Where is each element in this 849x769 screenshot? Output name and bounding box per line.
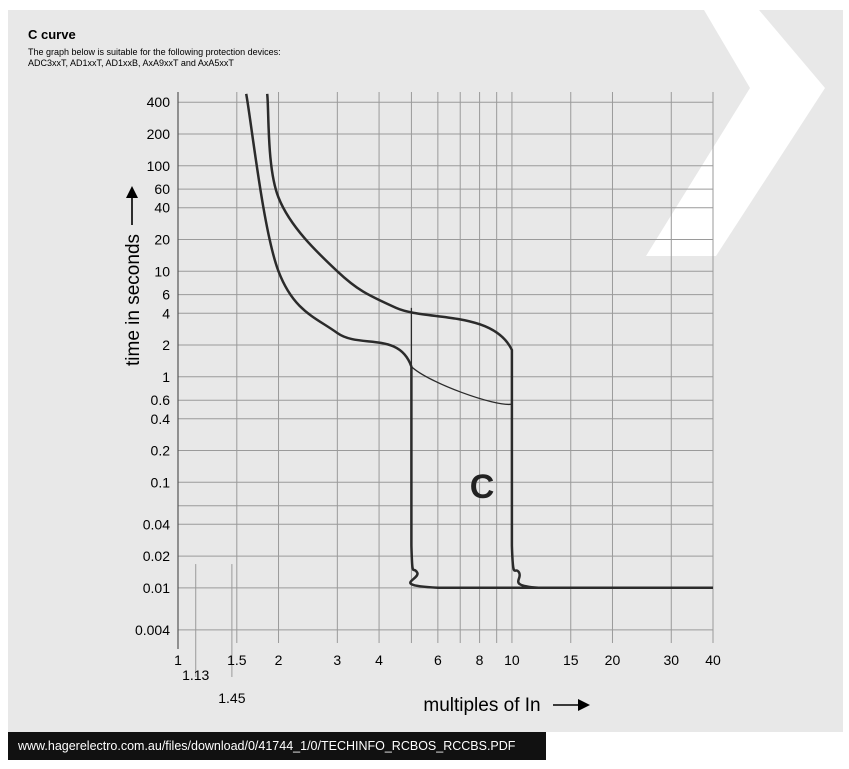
x-tick-label: 4 [375,652,383,668]
x-axis-arrow [553,699,590,711]
x-tick-label: 3 [333,652,341,668]
x-tick-label: 6 [434,652,442,668]
y-tick-labels: 400 200 100 60 40 20 10 6 4 2 1 0.6 0.4 0.2 0.1 0.04 0.0… [135,94,170,638]
y-tick-label: 10 [154,263,170,279]
x-tick-label: 20 [605,652,621,668]
source-url: www.hagerelectro.com.au/files/download/0… [8,732,546,760]
subtitle: The graph below is suitable for the foll… [28,47,281,69]
x-tick-label: 15 [563,652,579,668]
curves [244,93,713,590]
y-tick-label: 0.6 [151,392,171,408]
y-tick-label: 0.04 [143,516,170,532]
y-tick-label: 1 [162,369,170,385]
x-tick-label: 8 [476,652,484,668]
x-marker-label: 1.13 [182,667,209,683]
y-axis-arrow [126,186,138,225]
y-tick-label: 0.01 [143,580,170,596]
curve-label: C [470,468,495,506]
x-tick-label: 1 [174,652,182,668]
x-tick-label: 40 [705,652,721,668]
y-tick-label: 60 [154,181,170,197]
x-axis-label: multiples of In [423,695,540,716]
y-tick-label: 0.2 [151,443,171,459]
subtitle-line-1: The graph below is suitable for the foll… [28,47,281,57]
y-tick-label: 0.1 [151,474,171,490]
inner-boundary-line [410,307,513,405]
upper-band-outline [265,93,713,590]
y-tick-label: 100 [147,158,171,174]
y-tick-label: 2 [162,337,170,353]
x-tick-label: 10 [504,652,520,668]
y-tick-label: 0.4 [151,411,171,427]
y-tick-label: 0.004 [135,622,170,638]
y-tick-label: 40 [154,200,170,216]
chart-panel [8,10,843,732]
x-tick-label: 2 [275,652,283,668]
x-tick-label: 1.5 [227,652,247,668]
x-marker-label: 1.45 [218,690,245,706]
y-tick-label: 6 [162,287,170,303]
y-axis-label: time in seconds [123,234,144,366]
x-tick-label: 30 [663,652,679,668]
y-tick-label: 200 [147,126,171,142]
x-markers: 1.13 1.45 [182,564,246,706]
subtitle-line-2: ADC3xxT, AD1xxT, AD1xxB, AxA9xxT and AxA… [28,58,234,68]
lower-band-outline [244,93,713,590]
y-tick-label: 400 [147,94,171,110]
y-tick-label: 0.02 [143,548,170,564]
y-tick-label: 20 [154,232,170,248]
x-tick-labels: 1 1.5 2 3 4 6 8 10 15 20 30 40 [174,652,721,668]
page-title: C curve [28,27,76,42]
chevron-shape [646,10,825,256]
y-tick-label: 4 [162,305,170,321]
